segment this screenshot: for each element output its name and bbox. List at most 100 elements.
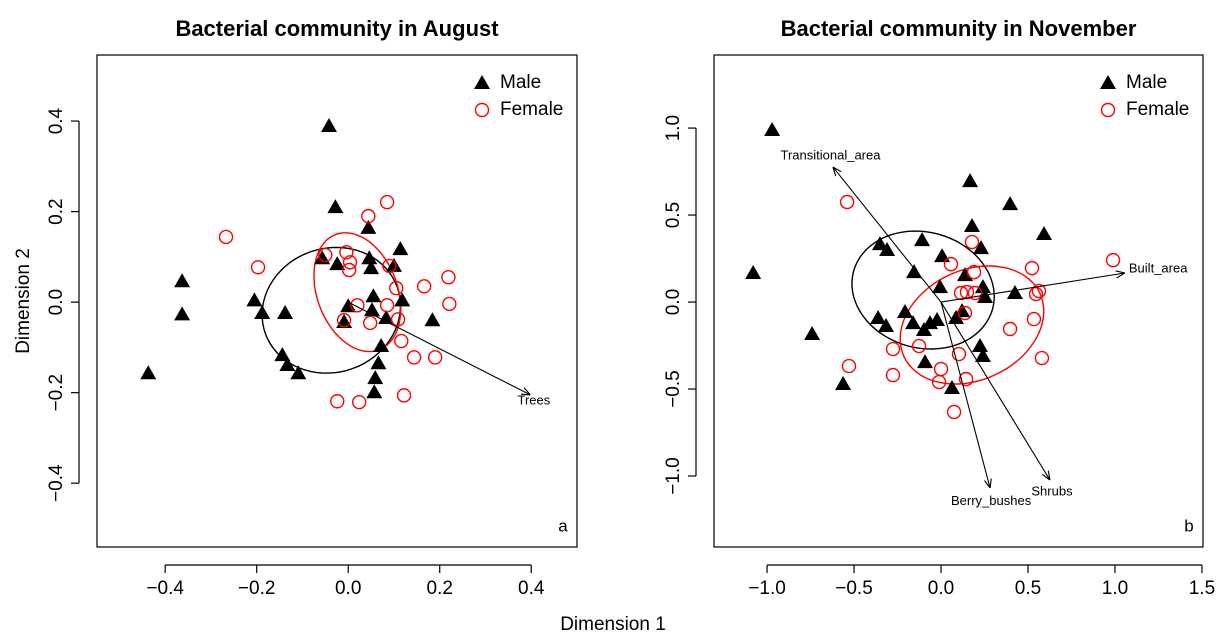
point <box>254 304 271 319</box>
y-tick-label: −0.5 <box>663 370 684 408</box>
point <box>329 256 346 271</box>
point <box>959 284 975 300</box>
point <box>897 303 914 318</box>
confidence-ellipse <box>313 232 402 353</box>
panel: Bacterial community in August a −0.4 −0.2 0.… <box>13 16 666 635</box>
point <box>878 318 895 333</box>
point <box>1002 196 1019 211</box>
point <box>363 260 380 275</box>
point <box>379 194 395 210</box>
legend-marker <box>474 75 490 89</box>
panel-label: a <box>558 516 568 535</box>
y-tick-label: 1.0 <box>663 115 684 141</box>
point <box>870 310 887 325</box>
point <box>966 264 982 280</box>
point <box>360 219 377 234</box>
point <box>879 242 896 257</box>
x-tick-label: 0.0 <box>928 578 954 599</box>
point <box>906 264 923 279</box>
point <box>914 232 931 247</box>
point <box>394 333 409 349</box>
x-tick-label: 1.5 <box>1189 578 1215 599</box>
point <box>382 258 397 274</box>
biplot-vector <box>833 167 942 303</box>
point <box>974 279 991 294</box>
vector-label: Trees <box>518 393 551 408</box>
x-tick-label: −0.5 <box>835 578 873 599</box>
point <box>406 350 422 365</box>
point <box>246 292 263 307</box>
point <box>427 350 443 365</box>
point <box>1026 311 1042 327</box>
point <box>885 341 901 357</box>
point <box>967 285 983 301</box>
point <box>361 250 378 265</box>
y-tick-label: 0.2 <box>46 198 67 224</box>
legend-label: Female <box>500 99 563 120</box>
biplot-vector <box>940 301 1050 480</box>
point <box>974 347 991 362</box>
point <box>943 379 960 394</box>
point <box>379 298 395 313</box>
x-tick-label: −0.4 <box>146 578 184 599</box>
point <box>365 288 382 303</box>
biplot-vector <box>940 273 1125 303</box>
point <box>373 338 390 353</box>
point <box>274 347 291 362</box>
point <box>277 304 294 319</box>
x-tick-label: 1.0 <box>1102 578 1128 599</box>
x-axis-title: Dimension 1 <box>560 614 666 635</box>
point <box>442 296 457 312</box>
chart-title: Bacterial community in November <box>781 16 1137 41</box>
point <box>911 338 927 354</box>
point <box>871 236 888 251</box>
point <box>951 346 967 362</box>
point <box>424 312 441 327</box>
point <box>370 355 387 370</box>
point <box>362 315 378 331</box>
y-axis-title: Dimension 2 <box>13 248 34 354</box>
plot-frame <box>96 54 578 548</box>
point <box>929 311 946 326</box>
point <box>318 247 333 263</box>
point <box>971 338 988 353</box>
point <box>1002 321 1018 337</box>
vector-label: Shrubs <box>1031 483 1073 498</box>
biplot-vector <box>940 301 990 488</box>
panel-label: b <box>1184 516 1193 535</box>
point <box>366 384 383 399</box>
point <box>946 404 962 420</box>
point <box>330 394 345 409</box>
vector-label: Berry_bushes <box>951 493 1032 508</box>
point <box>957 305 973 321</box>
point <box>341 262 357 278</box>
point <box>934 248 951 263</box>
x-tick-label: −0.2 <box>238 578 276 599</box>
point <box>764 121 781 136</box>
point <box>416 279 432 294</box>
point <box>389 280 404 296</box>
point <box>441 270 456 285</box>
point <box>378 309 395 324</box>
biplot-vector <box>347 301 530 395</box>
legend-label: Male <box>1126 72 1167 93</box>
panel: Bacterial community in November b −1.0 −0.5… <box>663 16 1215 599</box>
x-tick-label: 0.0 <box>335 578 361 599</box>
point <box>963 218 980 233</box>
point <box>1024 260 1040 276</box>
confidence-ellipse <box>851 230 995 350</box>
x-tick-label: 0.5 <box>1015 578 1041 599</box>
point <box>351 394 367 410</box>
y-tick-label: 0.4 <box>46 107 67 134</box>
point <box>835 375 852 390</box>
point <box>279 357 296 372</box>
point <box>390 312 406 327</box>
point <box>804 326 821 341</box>
legend-marker <box>1100 102 1116 118</box>
point <box>174 306 191 321</box>
y-tick-label: 0.5 <box>663 202 684 228</box>
point <box>1034 350 1050 366</box>
point <box>973 240 990 255</box>
